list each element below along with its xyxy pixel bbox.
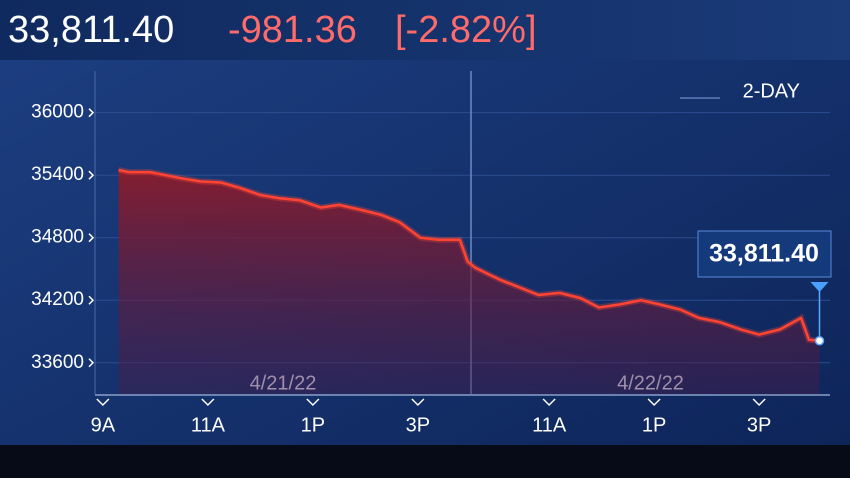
x-tick-label: 1P [642,414,666,436]
x-tick-mark [542,398,556,407]
tag-label: 33,811.40 [709,240,819,268]
x-tick-mark [752,398,766,407]
x-tick-mark [306,398,320,407]
y-tick-mark [88,170,95,180]
x-tick-label: 3P [747,414,771,436]
x-tick-mark [647,398,661,407]
line [118,168,820,342]
x-tick-label: 9A [91,414,116,436]
footer-strip [0,445,850,478]
header-bar [0,0,850,60]
pct-change: [-2.82%] [395,9,537,51]
x-tick-mark [96,398,110,407]
tag-pointer [810,282,829,292]
y-tick-mark [88,295,95,305]
y-tick-label: 36000 [31,102,84,123]
x-tick-label: 11A [532,414,567,436]
area [118,170,820,394]
x-tick-label: 11A [191,414,226,436]
last-price: 33,811.40 [8,9,174,51]
y-tick-mark [88,358,95,368]
y-tick-label: 33600 [31,352,84,373]
y-tick-label: 34200 [31,289,84,310]
y-tick-label: 35400 [31,164,84,185]
y-tick-mark [88,108,95,118]
x-tick-mark [201,398,215,407]
tag-box [697,230,832,278]
net-change: -981.36 [228,9,357,51]
last-point [814,335,825,346]
x-tick-label: 1P [301,414,325,436]
y-tick-mark [88,233,95,243]
y-tick-label: 34800 [31,227,84,248]
period-label: 2-DAY [743,80,800,102]
x-tick-label: 3P [406,414,430,436]
x-tick-mark [411,398,425,407]
